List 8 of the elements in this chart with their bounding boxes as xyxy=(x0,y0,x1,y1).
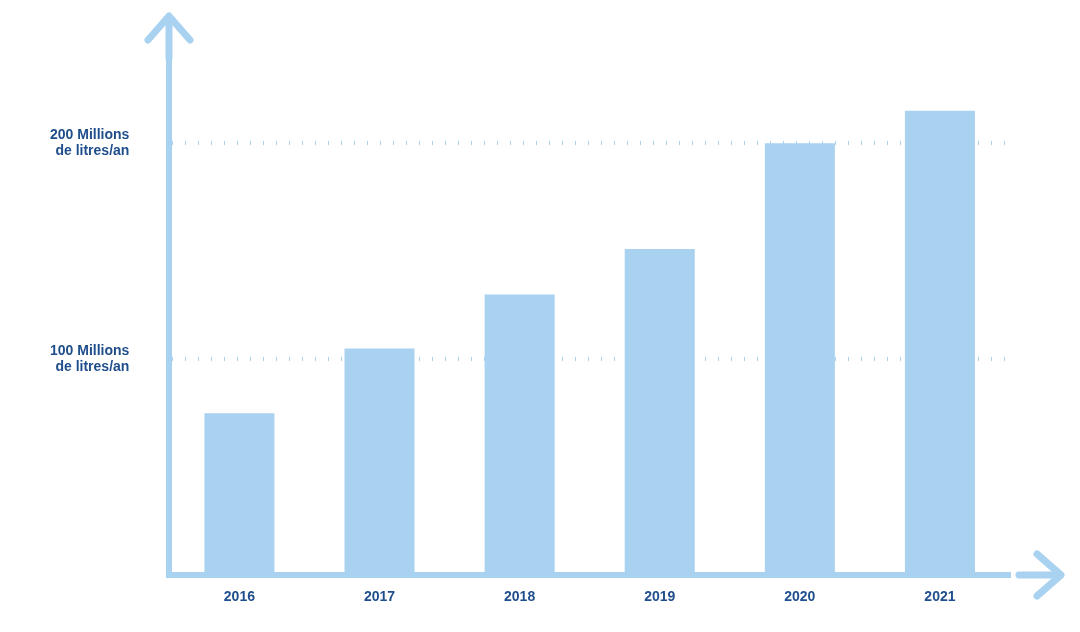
y-tick-label: 200 Millions de litres/an xyxy=(50,125,130,159)
x-tick-label: 2021 xyxy=(924,588,956,605)
x-tick-label: 2016 xyxy=(223,588,256,605)
y-tick-label: 100 Millions de litres/an xyxy=(50,341,130,375)
x-tick-label: 2018 xyxy=(504,588,536,605)
x-tick-label: 2020 xyxy=(784,588,816,605)
x-tick-label: 2017 xyxy=(363,588,396,605)
x-tick-label: 2019 xyxy=(644,588,676,605)
